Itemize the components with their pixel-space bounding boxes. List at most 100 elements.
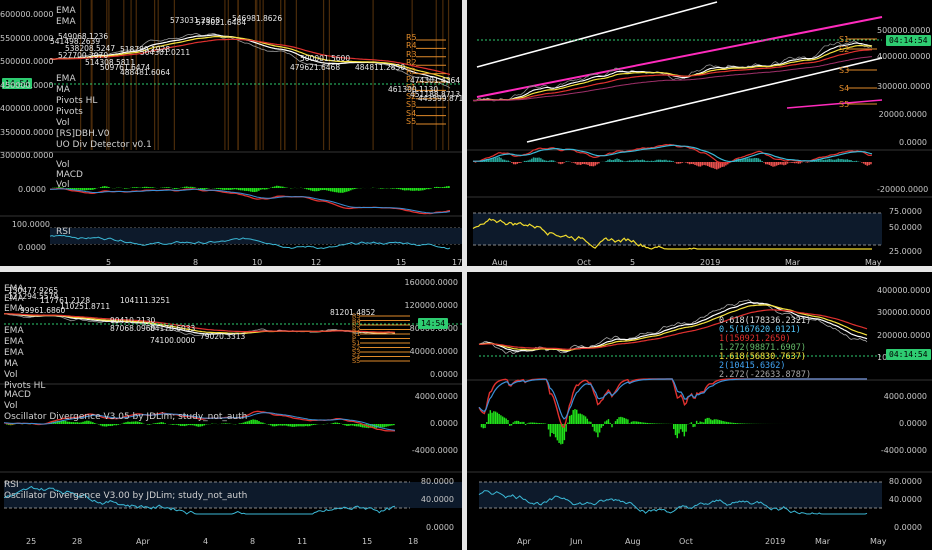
macd-histogram-bar xyxy=(99,424,102,426)
macd-histogram-bar xyxy=(92,188,94,190)
macd-histogram-bar xyxy=(523,160,526,162)
macd-histogram-bar xyxy=(764,162,767,165)
macd-histogram-bar xyxy=(708,162,711,167)
macd-histogram-bar xyxy=(673,424,675,430)
macd-histogram-bar xyxy=(264,423,266,424)
macd-signal-line xyxy=(3,412,396,431)
macd-histogram-bar xyxy=(710,162,713,168)
macd-histogram-bar xyxy=(607,159,609,162)
macd-histogram-bar xyxy=(722,421,724,424)
macd-histogram-bar xyxy=(328,188,330,191)
vertical-layout-divider[interactable] xyxy=(462,0,467,550)
time-axis-tick: 15 xyxy=(396,258,407,266)
rsi-axis-tick: 40.0000 xyxy=(420,495,454,504)
bottom-left-chart-canvas[interactable] xyxy=(0,272,462,550)
macd-histogram-bar xyxy=(58,421,61,424)
chart-panel-top-right[interactable]: 500000.0000 400000.0000 300000.0000 20000.0… xyxy=(467,0,932,266)
price-line xyxy=(478,299,868,354)
macd-histogram-bar xyxy=(514,162,517,165)
macd-histogram-bar xyxy=(654,160,656,162)
time-axis-tick: 11 xyxy=(297,537,308,546)
macd-histogram-bar xyxy=(482,424,484,429)
macd-histogram-bar xyxy=(222,188,224,190)
macd-histogram-bar xyxy=(348,188,350,192)
macd-histogram-bar xyxy=(203,424,206,426)
time-axis-tick: Oct xyxy=(577,258,591,266)
price-line xyxy=(49,33,451,89)
macd-histogram-bar xyxy=(287,424,290,427)
macd-histogram-bar xyxy=(142,187,144,188)
bottom-right-chart-canvas[interactable] xyxy=(467,272,932,550)
macd-histogram-bar xyxy=(533,422,536,424)
indicator-legend-item: EMA xyxy=(56,6,76,16)
chart-panel-bottom-left[interactable]: EMA EMA EMA EMA EMA EMA MA Vol Pivots HL 160000.… xyxy=(0,272,462,550)
macd-histogram-bar xyxy=(474,162,477,163)
indicator-legend-item: EMA xyxy=(4,348,24,358)
pivot-level-label: S4 xyxy=(839,84,850,93)
macd-histogram-bar xyxy=(529,159,531,162)
volume-background-bar xyxy=(173,0,175,150)
rsi-axis-tick: 40.0000 xyxy=(888,495,922,504)
macd-histogram-bar xyxy=(717,419,719,424)
macd-histogram-bar xyxy=(685,424,687,432)
macd-histogram-bar xyxy=(870,162,872,165)
macd-histogram-bar xyxy=(574,409,576,424)
price-line xyxy=(4,313,396,337)
macd-histogram-bar xyxy=(509,161,511,162)
pivot-value-label: 79020.3313 xyxy=(200,332,246,341)
macd-histogram-bar xyxy=(817,158,820,162)
chart-panel-top-left[interactable]: EMA EMA EMA MA Pivots HL Pivots Vol [RS]DBH.V0 U… xyxy=(0,0,462,266)
top-right-price-tag: 04:14:54 xyxy=(886,35,931,46)
pivot-value-label: 514308.5811 xyxy=(85,58,136,67)
macd-histogram-bar xyxy=(750,158,752,162)
macd-histogram-bar xyxy=(489,410,492,424)
macd-histogram-bar xyxy=(853,161,856,162)
top-left-chart-canvas[interactable] xyxy=(0,0,462,266)
macd-histogram-bar xyxy=(484,424,486,429)
macd-histogram-bar xyxy=(269,424,272,426)
macd-histogram-bar xyxy=(242,422,245,424)
macd-histogram-bar xyxy=(485,158,488,162)
macd-histogram-bar xyxy=(667,160,669,162)
macd-histogram-bar xyxy=(692,162,694,165)
bottom-left-price-tag: 14:54 xyxy=(418,318,449,329)
macd-histogram-bar xyxy=(408,188,410,191)
chart-panel-bottom-right[interactable]: 400000.0000300000.0000200000.0000100000.… xyxy=(467,272,932,550)
macd-histogram-bar xyxy=(641,159,644,162)
macd-histogram-bar xyxy=(240,188,242,191)
macd-histogram-bar xyxy=(394,188,396,189)
top-right-chart-canvas[interactable] xyxy=(467,0,932,266)
macd-histogram-bar xyxy=(848,159,850,162)
ema-yellow-line xyxy=(478,304,868,352)
macd-histogram-bar xyxy=(644,422,647,424)
macd-histogram-bar xyxy=(565,161,568,162)
macd-histogram-bar xyxy=(193,424,196,426)
top-left-macd-axis-zero: 0.0000 xyxy=(18,185,46,194)
macd-histogram-bar xyxy=(176,424,178,425)
macd-histogram-bar xyxy=(273,424,276,427)
macd-histogram-bar xyxy=(380,188,382,189)
macd-histogram-bar xyxy=(117,424,120,425)
price-line xyxy=(472,40,873,102)
pivot-level-label: R3 xyxy=(406,49,417,59)
macd-histogram-bar xyxy=(146,424,149,425)
macd-histogram-bar xyxy=(84,188,86,191)
macd-histogram-bar xyxy=(172,424,174,425)
pivot-value-label: 110251.8711 xyxy=(60,302,111,311)
macd-histogram-bar xyxy=(705,162,707,166)
rsi-axis-tick: 0.0000 xyxy=(426,523,454,532)
macd-histogram-bar xyxy=(605,161,607,162)
macd-histogram-bar xyxy=(168,187,170,188)
macd-histogram-bar xyxy=(741,158,743,162)
macd-axis-tick: 4000.0000 xyxy=(883,392,927,401)
macd-histogram-bar xyxy=(64,420,67,424)
macd-histogram-bar xyxy=(134,421,137,424)
macd-histogram-bar xyxy=(586,418,589,424)
macd-histogram-bar xyxy=(552,160,555,162)
macd-histogram-bar xyxy=(404,188,406,191)
macd-histogram-bar xyxy=(224,423,227,424)
macd-histogram-bar xyxy=(643,160,645,162)
time-axis-tick: Mar xyxy=(785,258,801,266)
pivot-value-label: 541498.2639 xyxy=(50,37,101,46)
macd-signal-line xyxy=(50,188,451,214)
